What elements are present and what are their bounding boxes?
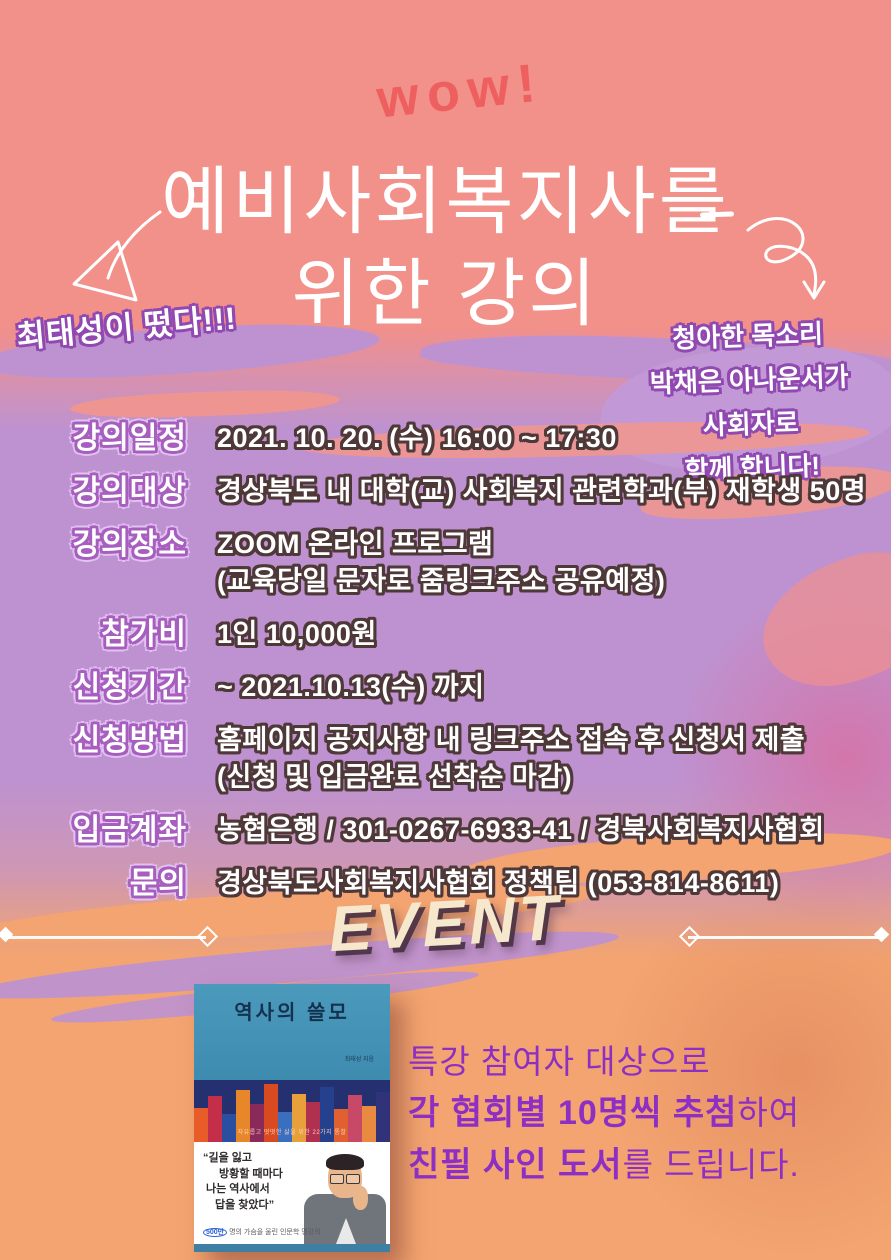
- info-label: 신청기간: [72, 671, 187, 704]
- info-label: 입금계좌: [72, 814, 187, 847]
- event-line2-rest: 하여: [737, 1094, 801, 1131]
- book-footer-highlight: 500만: [203, 1228, 228, 1237]
- book-quote-band: “길을 잃고 방황할 때마다 나는 역사에서 답을 찾았다” 500만 명의 가…: [194, 1142, 390, 1244]
- curved-arrow-left-icon: [72, 210, 162, 302]
- poster-title-line2: 위한 강의: [291, 252, 600, 335]
- book-title: 역사의 쓸모: [234, 1002, 350, 1024]
- author-photo: [304, 1150, 386, 1244]
- info-row-schedule: 강의일정 2021. 10. 20. (수) 16:00 ~ 17:30: [55, 420, 870, 457]
- brush-stroke: [69, 387, 341, 421]
- book-skyline-art: 자유롭고 떳떳한 삶을 위한 22가지 통찰: [194, 1080, 390, 1142]
- book-quote-line: 답을 찾았다”: [215, 1198, 275, 1211]
- glasses-icon: [330, 1174, 360, 1184]
- wow-text: wow!: [373, 52, 547, 130]
- info-value: 농협은행 / 301-0267-6933-41 / 경북사회복지사협회: [217, 815, 825, 845]
- event-line3-rest: 를 드립니다.: [622, 1146, 800, 1183]
- info-value-line: ZOOM 온라인 프로그램: [217, 529, 494, 559]
- book-cover-top: 역사의 쓸모 최태성 지음: [194, 984, 390, 1080]
- info-label: 신청방법: [72, 724, 187, 757]
- info-value: 경상북도 내 대학(교) 사회복지 관련학과(부) 재학생 50명: [217, 476, 867, 506]
- book-quote-line: 나는 역사에서: [206, 1183, 270, 1195]
- event-line3: 친필 사인 도서를 드립니다.: [408, 1139, 800, 1191]
- info-row-contact: 문의 경상북도사회복지사협회 정책팀 (053-814-8611): [55, 865, 870, 902]
- info-label: 강의장소: [72, 528, 187, 561]
- loop-arrow-right-icon: [746, 217, 826, 300]
- info-value: 2021. 10. 20. (수) 16:00 ~ 17:30: [217, 423, 617, 453]
- event-line2-bold: 각 협회별 10명씩 추첨: [408, 1094, 738, 1132]
- info-row-audience: 강의대상 경상북도 내 대학(교) 사회복지 관련학과(부) 재학생 50명: [55, 473, 870, 510]
- author-hand: [353, 1186, 368, 1210]
- info-value: ZOOM 온라인 프로그램 (교육당일 문자로 줌링크주소 공유예정): [217, 526, 665, 600]
- book-tagline: 자유롭고 떳떳한 삶을 위한 22가지 통찰: [237, 1130, 347, 1136]
- book-quote: “길을 잃고 방황할 때마다 나는 역사에서 답을 찾았다”: [203, 1151, 283, 1213]
- book-quote-line: “길을 잃고: [203, 1152, 253, 1164]
- event-line1: 특강 참여자 대상으로: [408, 1043, 711, 1080]
- info-row-account: 입금계좌 농협은행 / 301-0267-6933-41 / 경북사회복지사협회: [55, 812, 870, 849]
- divider-line-left: [8, 936, 206, 939]
- info-label: 강의일정: [72, 422, 187, 455]
- event-line3-bold: 친필 사인 도서: [408, 1146, 623, 1184]
- info-value-line: (신청 및 입금완료 선착순 마감): [217, 762, 573, 792]
- info-value-line: 홈페이지 공지사항 내 링크주소 접속 후 신청서 제출: [217, 725, 806, 755]
- event-description: 특강 참여자 대상으로 각 협회별 10명씩 추첨하여 친필 사인 도서를 드립…: [408, 1036, 800, 1191]
- book-quote-line: 방황할 때마다: [219, 1167, 283, 1180]
- lecture-info-list: 강의일정 2021. 10. 20. (수) 16:00 ~ 17:30 강의대…: [55, 420, 870, 918]
- divider-line-right: [688, 936, 882, 939]
- info-value-line: (교육당일 문자로 줌링크주소 공유예정): [217, 566, 666, 596]
- info-row-apply: 신청방법 홈페이지 공지사항 내 링크주소 접속 후 신청서 제출 (신청 및 입…: [55, 722, 870, 796]
- book-footer: 500만 명의 가슴을 울린 인문학 명강의: [203, 1227, 321, 1237]
- info-value: 홈페이지 공지사항 내 링크주소 접속 후 신청서 제출 (신청 및 입금완료 선…: [217, 722, 805, 796]
- info-row-venue: 강의장소 ZOOM 온라인 프로그램 (교육당일 문자로 줌링크주소 공유예정): [55, 526, 870, 600]
- book-footer-text: 명의 가슴을 울린 인문학 명강의: [227, 1229, 321, 1236]
- info-label: 문의: [129, 867, 187, 900]
- book-author: 최태성 지음: [344, 1057, 374, 1063]
- info-value: 경상북도사회복지사협회 정책팀 (053-814-8611): [217, 868, 780, 898]
- book-bottom-strip: [194, 1244, 390, 1252]
- info-row-period: 신청기간 ~ 2021.10.13(수) 까지: [55, 669, 870, 706]
- info-value: 1인 10,000원: [217, 619, 377, 649]
- info-label: 참가비: [101, 618, 187, 651]
- info-value: ~ 2021.10.13(수) 까지: [217, 672, 485, 702]
- info-label: 강의대상: [72, 475, 187, 508]
- author-hair: [326, 1154, 364, 1170]
- event-line2: 각 협회별 10명씩 추첨하여: [408, 1087, 800, 1139]
- info-row-fee: 참가비 1인 10,000원: [55, 616, 870, 653]
- poster-title-line1: 예비사회복지사를: [161, 160, 730, 243]
- book-cover: 역사의 쓸모 최태성 지음 자유롭고 떳떳한 삶을 위한 22가지 통찰 “길을…: [194, 984, 390, 1252]
